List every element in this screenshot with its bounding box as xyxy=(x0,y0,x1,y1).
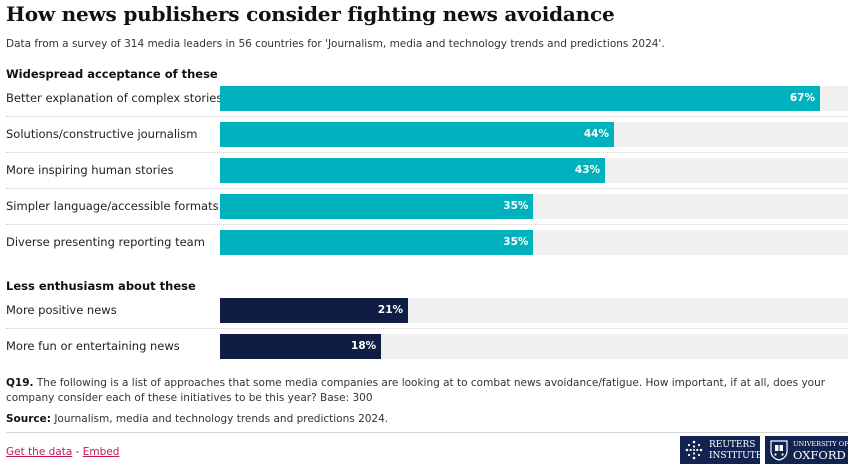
reuters-institute-logo[interactable]: REUTERS INSTITUTE xyxy=(680,436,763,464)
category-label: Better explanation of complex stories xyxy=(6,91,223,105)
group-label: Less enthusiasm about these xyxy=(6,279,196,293)
bar-track: 43% xyxy=(220,158,848,183)
link-separator: - xyxy=(72,446,83,458)
data-label: 18% xyxy=(351,340,377,352)
row-separator xyxy=(6,328,848,329)
reuters-logo-line1: REUTERS xyxy=(709,440,756,450)
get-data-link[interactable]: Get the data xyxy=(6,446,73,458)
bar-row: Simpler language/accessible formats 35% xyxy=(0,188,850,224)
bar-track: 67% xyxy=(220,86,848,111)
data-label: 44% xyxy=(583,128,610,140)
oxford-logo-line1: UNIVERSITY OF xyxy=(793,440,849,448)
bar xyxy=(220,158,606,183)
reuters-logo-line2: INSTITUTE xyxy=(709,451,763,461)
category-label: Simpler language/accessible formats xyxy=(6,199,219,213)
category-label: Diverse presenting reporting team xyxy=(6,235,205,249)
bar-row: Diverse presenting reporting team 35% xyxy=(0,224,850,260)
row-separator xyxy=(6,224,848,225)
bar xyxy=(220,122,615,147)
data-label: 35% xyxy=(503,236,529,248)
bar xyxy=(220,334,382,359)
bar-row: More positive news 21% xyxy=(0,292,850,328)
question-text: The following is a list of approaches th… xyxy=(6,377,826,404)
reuters-dot-icon xyxy=(685,440,703,460)
embed-link[interactable]: Embed xyxy=(82,446,120,458)
bar xyxy=(220,86,820,111)
source-note: Source: Journalism, media and technology… xyxy=(6,413,388,425)
oxford-logo-line2: OXFORD xyxy=(793,448,846,462)
row-separator xyxy=(6,116,848,117)
question-label: Q19. xyxy=(6,377,34,389)
bar xyxy=(220,194,534,219)
category-label: More fun or entertaining news xyxy=(6,339,180,353)
footer-divider xyxy=(6,432,848,433)
chart-title: How news publishers consider fighting ne… xyxy=(6,2,615,26)
footer-links: Get the data - Embed xyxy=(6,446,119,458)
data-label: 35% xyxy=(503,200,529,212)
category-label: More inspiring human stories xyxy=(6,163,174,177)
bar-track: 21% xyxy=(220,298,848,323)
university-of-oxford-logo[interactable]: UNIVERSITY OF OXFORD xyxy=(765,436,849,464)
data-label: 21% xyxy=(377,304,404,316)
oxford-crest-icon xyxy=(770,440,788,461)
bar-row: Solutions/constructive journalism 44% xyxy=(0,116,850,152)
bar xyxy=(220,230,534,255)
category-label: More positive news xyxy=(6,303,117,317)
row-separator xyxy=(6,152,848,153)
bar-row: More fun or entertaining news 18% xyxy=(0,328,850,364)
data-label: 67% xyxy=(789,92,815,104)
row-separator xyxy=(6,188,848,189)
bar-row: Better explanation of complex stories 67% xyxy=(0,80,850,116)
bar-track: 35% xyxy=(220,194,848,219)
source-label: Source: xyxy=(6,413,51,425)
data-label: 43% xyxy=(574,164,601,176)
category-label: Solutions/constructive journalism xyxy=(6,127,198,141)
bar-track: 44% xyxy=(220,122,848,147)
question-note: Q19. The following is a list of approach… xyxy=(6,376,846,406)
bar xyxy=(220,298,409,323)
group-label: Widespread acceptance of these xyxy=(6,67,218,81)
bar-track: 35% xyxy=(220,230,848,255)
chart-subtitle: Data from a survey of 314 media leaders … xyxy=(6,38,665,50)
bar-track: 18% xyxy=(220,334,848,359)
source-text: Journalism, media and technology trends … xyxy=(50,413,389,425)
bar-row: More inspiring human stories 43% xyxy=(0,152,850,188)
